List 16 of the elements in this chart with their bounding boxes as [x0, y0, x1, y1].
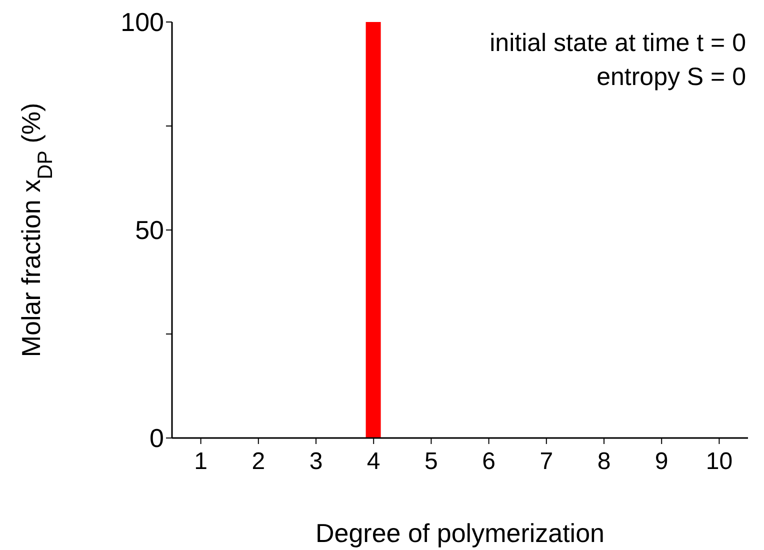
annotation: initial state at time t = 0: [490, 28, 746, 59]
x-tick-label: 8: [597, 448, 611, 476]
annotation: entropy S = 0: [596, 62, 746, 93]
x-tick-label: 1: [194, 448, 208, 476]
x-tick-label: 10: [706, 448, 733, 476]
y-tick-label: 0: [150, 423, 164, 454]
x-tick-label: 9: [654, 448, 668, 476]
x-tick-label: 3: [309, 448, 323, 476]
x-tick-label: 5: [424, 448, 438, 476]
y-tick-label: 100: [120, 7, 164, 38]
x-tick-label: 2: [252, 448, 266, 476]
x-tick-label: 7: [540, 448, 554, 476]
x-axis-title: Degree of polymerization: [315, 518, 605, 548]
x-tick-label: 4: [366, 448, 380, 476]
x-tick-label: 6: [482, 448, 496, 476]
y-tick-label: 50: [135, 215, 164, 246]
